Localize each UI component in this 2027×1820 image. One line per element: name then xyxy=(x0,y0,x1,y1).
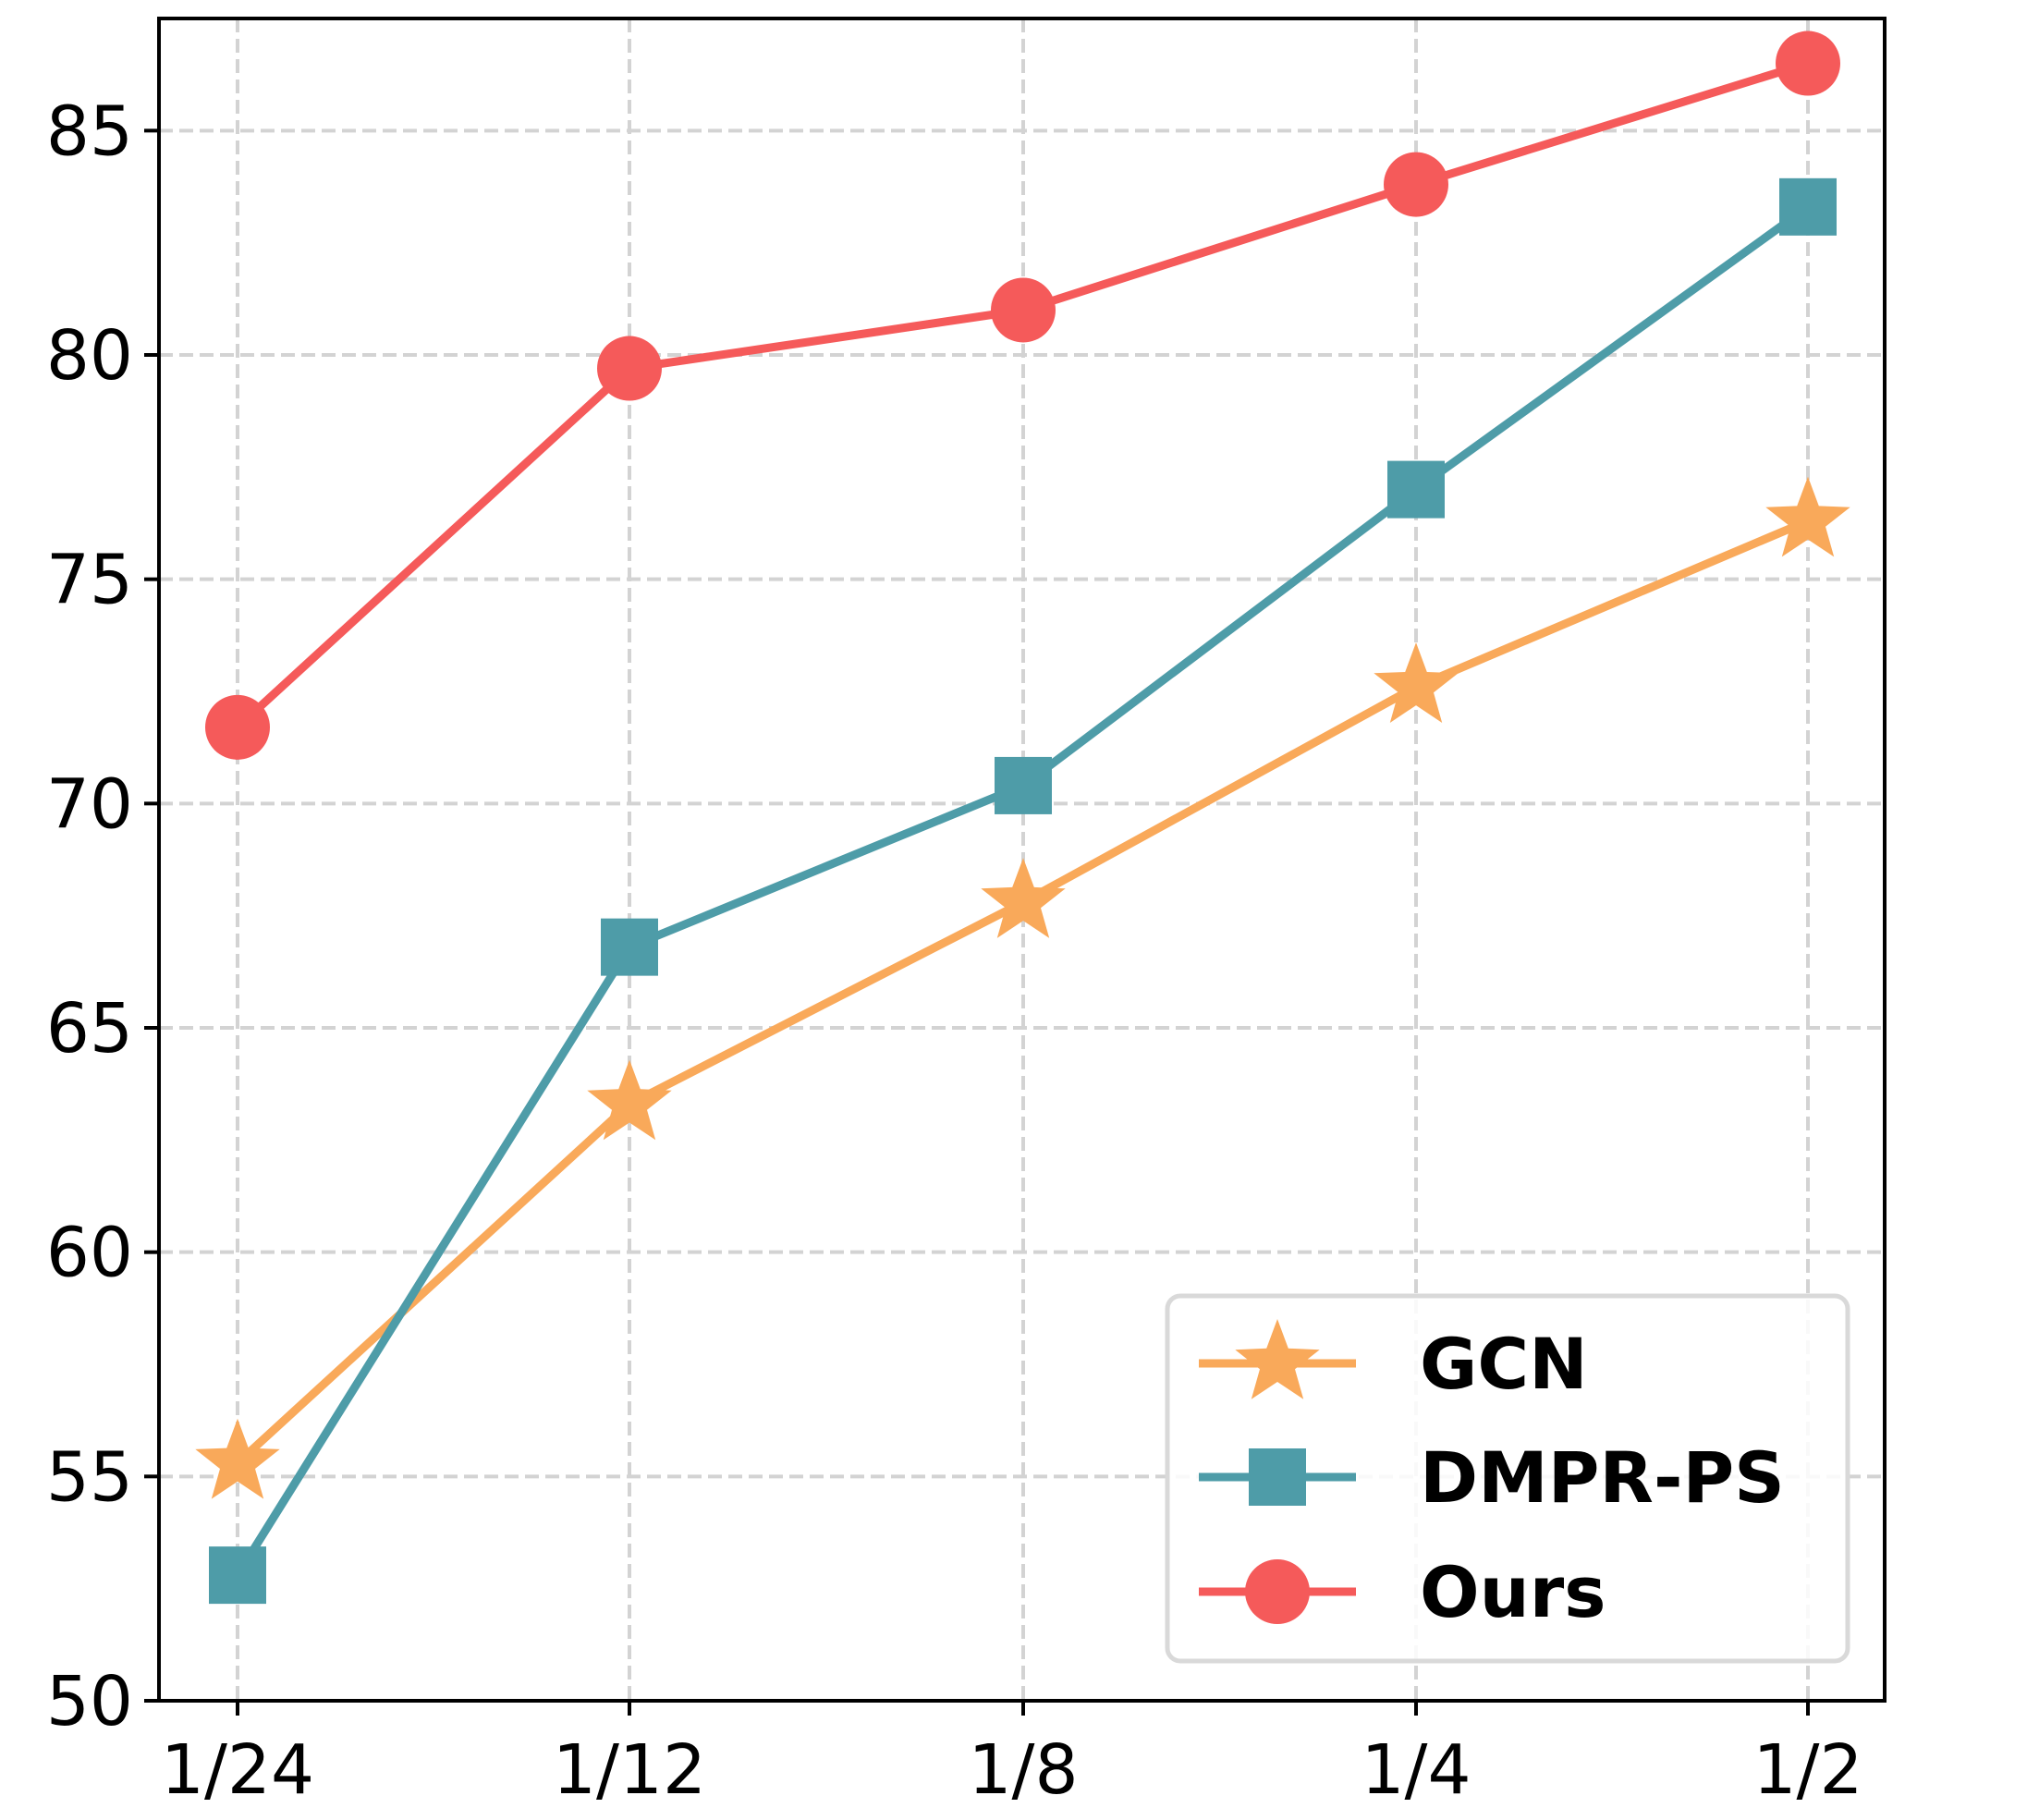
legend-item-dmpr-ps: DMPR-PS xyxy=(1199,1436,1785,1519)
legend: GCN DMPR-PS Ours xyxy=(1165,1293,1850,1664)
data-point-ours xyxy=(1776,31,1840,96)
y-tick-label: 60 xyxy=(46,1214,133,1293)
y-tick-label: 85 xyxy=(46,92,133,171)
y-tick-label: 70 xyxy=(46,764,133,844)
axes: 1/24 1/12 1/8 1/4 1/2 50 55 60 65 70 75 80 85 xyxy=(46,92,1863,1810)
legend-item-gcn: GCN xyxy=(1199,1319,1588,1405)
x-tick-label: 1/12 xyxy=(553,1730,706,1810)
data-point-dmpr-ps xyxy=(995,756,1052,814)
data-point-dmpr-ps xyxy=(601,918,658,976)
y-tick-label: 50 xyxy=(46,1662,133,1741)
data-point-gcn xyxy=(1374,642,1459,723)
x-tick-label: 1/24 xyxy=(161,1730,314,1810)
series-layer xyxy=(195,31,1850,1605)
legend-label: DMPR-PS xyxy=(1420,1436,1785,1519)
x-tick-label: 1/2 xyxy=(1752,1730,1862,1810)
x-tick-label: 1/4 xyxy=(1361,1730,1471,1810)
data-point-ours xyxy=(1384,152,1448,217)
data-point-ours xyxy=(205,694,270,760)
y-tick-label: 55 xyxy=(46,1437,133,1517)
data-point-ours xyxy=(991,277,1056,343)
data-point-dmpr-ps xyxy=(209,1546,266,1605)
legend-item-ours: Ours xyxy=(1199,1551,1606,1633)
data-point-gcn xyxy=(587,1059,672,1141)
y-tick-label: 80 xyxy=(46,316,133,396)
series-ours xyxy=(205,31,1840,760)
data-point-ours xyxy=(597,336,662,401)
x-tick-label: 1/8 xyxy=(968,1730,1078,1810)
data-point-dmpr-ps xyxy=(1387,460,1445,519)
y-tick-label: 65 xyxy=(46,989,133,1069)
data-point-dmpr-ps xyxy=(1779,177,1837,236)
legend-label: Ours xyxy=(1420,1551,1606,1633)
series-dmpr-ps xyxy=(209,177,1837,1605)
data-point-gcn xyxy=(195,1418,280,1499)
data-point-gcn xyxy=(981,858,1066,938)
data-point-gcn xyxy=(1765,476,1850,557)
legend-marker-star xyxy=(1235,1319,1320,1399)
series-gcn xyxy=(195,476,1850,1499)
legend-label: GCN xyxy=(1420,1323,1588,1405)
y-tick-label: 75 xyxy=(46,541,133,620)
legend-marker-square xyxy=(1249,1448,1306,1506)
legend-box xyxy=(1165,1293,1850,1664)
legend-marker-circle xyxy=(1245,1559,1310,1624)
